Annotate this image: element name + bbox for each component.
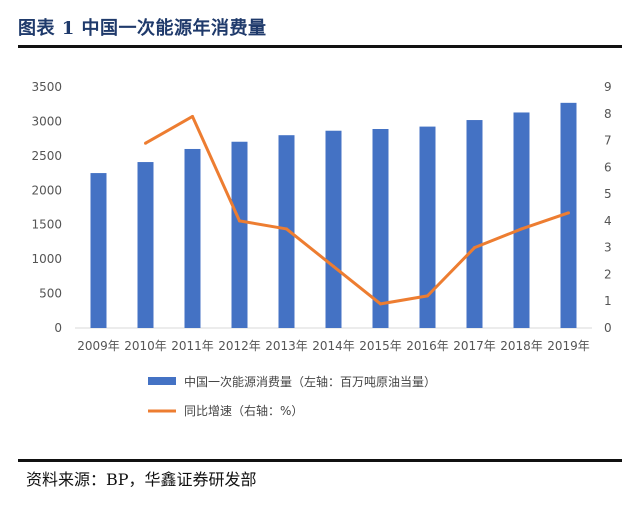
- x-tick-label: 2013年: [265, 339, 308, 353]
- legend-bar-label: 中国一次能源消费量（左轴：百万吨原油当量）: [184, 374, 436, 389]
- left-y-tick-label: 1500: [31, 218, 62, 232]
- left-y-tick-label: 2500: [31, 149, 62, 163]
- line-point-2016年: [426, 294, 429, 298]
- bar-2016年: [419, 126, 436, 328]
- x-tick-label: 2016年: [406, 339, 449, 353]
- right-y-tick-label: 5: [604, 187, 612, 201]
- line-point-2014年: [332, 264, 335, 268]
- left-y-tick-label: 3500: [31, 80, 62, 94]
- x-tick-label: 2018年: [500, 339, 543, 353]
- bar-2018年: [513, 112, 530, 328]
- line-point-2019年: [567, 211, 570, 215]
- x-tick-label: 2009年: [77, 339, 120, 353]
- line-point-2010年: [144, 141, 147, 145]
- right-y-tick-label: 1: [604, 294, 612, 308]
- bar-2011年: [184, 148, 201, 328]
- line-point-2017年: [473, 246, 476, 250]
- right-y-tick-label: 9: [604, 80, 612, 94]
- bar-2015年: [372, 129, 389, 328]
- x-tick-label: 2012年: [218, 339, 261, 353]
- right-y-tick-label: 0: [604, 321, 612, 335]
- left-y-tick-label: 500: [39, 287, 62, 301]
- growth-line: [144, 114, 569, 306]
- left-y-tick-label: 0: [54, 321, 62, 335]
- source-note: 资料来源：BP，华鑫证券研发部: [26, 470, 257, 489]
- line-point-2018年: [520, 227, 523, 231]
- bar-2019年: [560, 102, 577, 328]
- x-tick-label: 2017年: [453, 339, 496, 353]
- right-y-tick-label: 4: [604, 214, 612, 228]
- right-y-tick-label: 3: [604, 241, 612, 255]
- left-y-tick-label: 2000: [31, 183, 62, 197]
- line-point-2012年: [238, 219, 241, 223]
- x-tick-label: 2015年: [359, 339, 402, 353]
- line-point-2015年: [379, 302, 382, 306]
- right-y-tick-labels: 0 1 2 3 4 5 6 7 8 9: [604, 80, 612, 335]
- right-y-tick-label: 8: [604, 107, 612, 121]
- line-series: [144, 114, 570, 306]
- left-y-tick-label: 3000: [31, 114, 62, 128]
- line-point-2011年: [191, 114, 194, 118]
- footer-rule: [18, 459, 622, 462]
- title-rule: [18, 45, 622, 48]
- bar-2012年: [231, 141, 248, 328]
- left-y-tick-labels: 0 500 1000 1500 2000 2500 3000 3500: [31, 80, 62, 335]
- chart: 2009年 2010年 2011年 2012年 2013年 2014年 2015年 2016年…: [31, 80, 612, 418]
- bar-2010年: [137, 162, 154, 328]
- x-tick-label: 2011年: [171, 339, 214, 353]
- right-y-tick-label: 6: [604, 160, 612, 174]
- page-title: 图表 1 中国一次能源年消费量: [18, 18, 267, 39]
- bar-2013年: [278, 135, 295, 328]
- x-tick-label: 2010年: [124, 339, 167, 353]
- legend-bar-swatch: [148, 377, 176, 385]
- legend-line-label: 同比增速（右轴：%）: [184, 403, 303, 418]
- bar-2009年: [90, 173, 107, 328]
- x-tick-label: 2014年: [312, 339, 355, 353]
- bar-series: [90, 102, 577, 329]
- right-y-tick-label: 7: [604, 134, 612, 148]
- bar-2017年: [466, 120, 483, 329]
- right-y-tick-label: 2: [604, 267, 612, 281]
- x-tick-label: 2019年: [547, 339, 590, 353]
- x-tick-labels: 2009年 2010年 2011年 2012年 2013年 2014年 2015年 2016年…: [77, 339, 590, 353]
- bar-2014年: [325, 130, 342, 328]
- legend: 中国一次能源消费量（左轴：百万吨原油当量） 同比增速（右轴：%）: [148, 374, 436, 418]
- line-point-2013年: [285, 227, 288, 231]
- left-y-tick-label: 1000: [31, 252, 62, 266]
